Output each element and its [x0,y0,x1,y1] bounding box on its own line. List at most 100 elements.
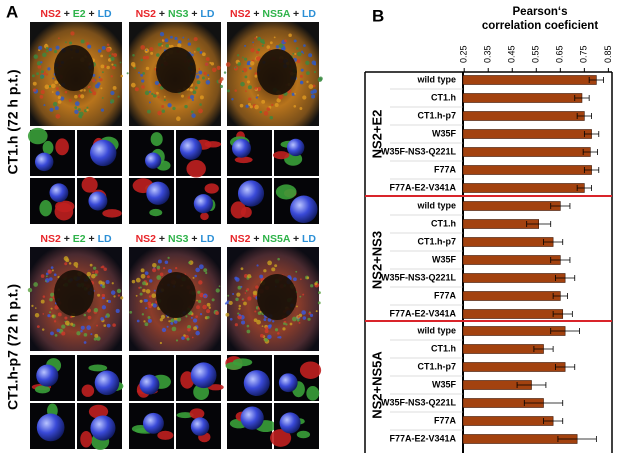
error-bar [583,131,600,137]
stain [131,279,136,284]
stain [223,71,227,74]
stain [317,301,321,305]
stain [148,101,151,104]
stain [260,333,264,338]
error-bar [555,364,576,370]
stain [187,328,191,332]
stain [239,103,244,108]
stain [103,324,107,327]
stain [199,50,203,54]
header-part: + [250,233,259,245]
stain [211,67,217,73]
lipid-droplet [94,370,120,396]
stain [294,92,296,95]
stain [199,292,204,298]
stain [225,62,231,67]
header-part: + [188,8,197,20]
stain [196,305,200,310]
protein-blob [234,156,253,164]
stain [57,100,62,104]
stain [193,37,198,42]
lipid-droplet [90,139,117,167]
stain [246,288,250,291]
stain [149,47,154,52]
header-part: NS2 [136,8,157,20]
header-part: + [61,233,70,245]
stain [305,60,310,65]
stain [157,110,162,116]
stain [91,78,96,83]
stain [219,77,224,81]
stain [252,290,258,296]
stain [138,71,141,74]
error-bar [583,167,600,173]
stain [274,102,279,107]
error-bar [550,257,571,263]
nucleus [54,45,94,91]
stain [49,107,54,112]
stain [187,96,191,99]
protein-blob [157,430,174,440]
stain [40,299,45,304]
lipid-droplet [278,373,298,393]
stain [167,316,170,319]
stain [111,63,114,66]
stain [186,337,190,341]
header-part: NS2 [136,233,157,245]
stain [139,286,142,289]
stain [273,36,276,39]
stain [74,106,78,109]
stain [311,94,316,99]
lipid-droplet [179,137,202,160]
stain [307,317,311,321]
error-bar [550,203,571,209]
stain [269,41,273,45]
stain [255,285,259,289]
stain [152,262,157,268]
stain [211,298,215,302]
stain [191,113,196,118]
stain [237,54,240,57]
stain [145,299,149,302]
stain [110,75,113,78]
stain [120,296,124,300]
stain [255,50,259,54]
lipid-droplet [34,152,54,172]
header-part: LD [299,233,316,245]
stain [237,312,240,315]
lipid-droplet [279,412,301,434]
stain [92,271,95,274]
stain [80,325,85,330]
stain [310,90,315,95]
stain [157,259,162,264]
stain [31,304,34,308]
stain [237,314,242,320]
stain [225,312,230,317]
y-tick-label: wild type [416,325,456,335]
stain [161,109,166,113]
stain [163,267,166,270]
stain [318,291,321,295]
stain [42,313,45,315]
bar [462,75,597,85]
stain [259,110,263,114]
header-part: E2 [70,233,86,245]
stain [76,331,81,336]
stain [110,90,115,96]
stain [142,281,147,286]
stain [142,56,147,60]
stain [253,318,258,323]
stain [299,295,302,298]
stain [306,71,310,75]
stain [295,270,298,273]
stain [180,94,185,98]
header-part: + [156,8,165,20]
y-tick-label: CT1.h-p7 [417,110,456,120]
protein-blob [176,412,194,419]
stain [57,312,62,317]
stain [218,285,221,288]
stain [293,39,297,43]
stain [107,299,112,304]
stain [292,52,295,55]
stain [86,271,92,277]
